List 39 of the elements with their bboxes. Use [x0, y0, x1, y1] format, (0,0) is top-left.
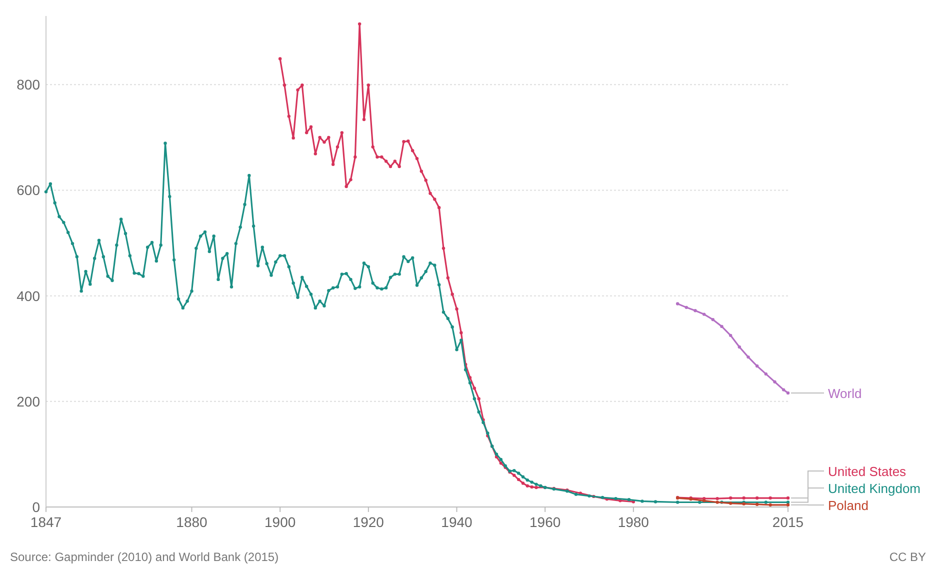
x-tick-label: 1847	[30, 514, 62, 530]
point	[720, 324, 724, 328]
point	[755, 364, 759, 368]
x-tick-label: 1900	[264, 514, 296, 530]
x-tick-label: 1920	[352, 514, 384, 530]
point	[702, 312, 706, 316]
source-note: Source: Gapminder (2010) and World Bank (2015)	[10, 550, 279, 564]
text: CC BY	[889, 550, 926, 564]
text: Poland	[828, 498, 868, 513]
point	[786, 503, 790, 506]
point	[764, 372, 768, 376]
point	[684, 306, 688, 310]
y-tick-label: 600	[16, 182, 40, 198]
y-tick-label: 0	[32, 499, 40, 515]
point	[782, 388, 786, 392]
x-tick-label: 2015	[772, 514, 804, 530]
point	[786, 391, 790, 395]
y-tick-label: 200	[16, 393, 40, 410]
point	[728, 334, 732, 338]
point	[676, 302, 680, 306]
point	[768, 503, 772, 506]
point	[711, 318, 715, 322]
point	[702, 499, 706, 502]
point	[755, 502, 759, 506]
x-tick-label: 1940	[441, 514, 473, 530]
x-tick-label: 1980	[618, 514, 650, 530]
point	[716, 500, 719, 504]
x-tick-label: 1960	[530, 514, 561, 530]
point	[728, 502, 732, 505]
point	[738, 345, 742, 349]
text: United Kingdom	[828, 481, 920, 496]
point	[694, 309, 697, 312]
text: United States	[828, 464, 907, 479]
x-tick-label: 1880	[176, 514, 208, 530]
point	[746, 355, 750, 359]
y-tick-label: 800	[16, 76, 40, 93]
point	[773, 380, 776, 384]
y-tick-label: 400	[16, 288, 40, 304]
text: World	[828, 386, 862, 401]
